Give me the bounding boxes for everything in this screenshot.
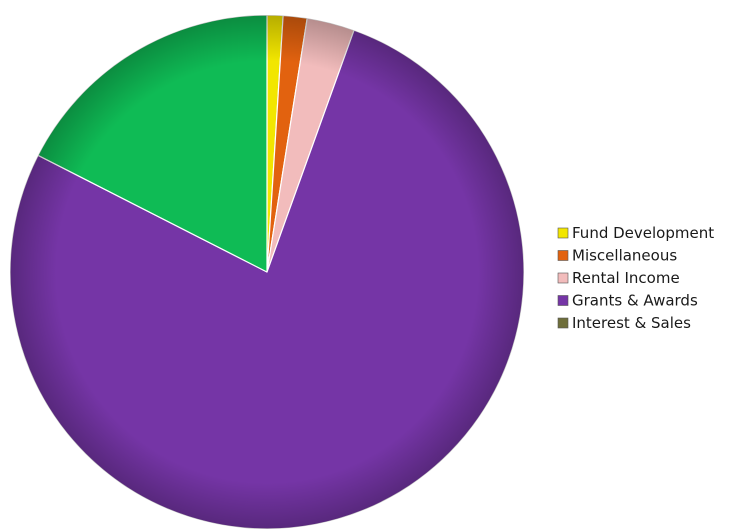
legend-label: Rental Income [572,269,680,287]
legend-swatch [557,317,569,329]
legend-item-miscellaneous: Miscellaneous [557,247,677,265]
legend: Fund Development Miscellaneous Rental Inco… [557,224,714,332]
legend-item-grants-and-awards: Grants & Awards [557,292,698,310]
pie-slices [9,14,525,529]
legend-label: Interest & Sales [572,314,691,332]
legend-label: Grants & Awards [572,292,698,310]
legend-label: Fund Development [572,224,714,242]
legend-swatch [557,250,569,261]
legend-item-interest-and-sales: Interest & Sales [557,314,691,332]
legend-item-fund-development: Fund Development [557,224,714,242]
legend-swatch [557,272,569,284]
legend-swatch [557,227,569,239]
legend-swatch [557,295,569,306]
legend-item-rental-income: Rental Income [557,269,680,287]
legend-label: Miscellaneous [572,247,677,265]
